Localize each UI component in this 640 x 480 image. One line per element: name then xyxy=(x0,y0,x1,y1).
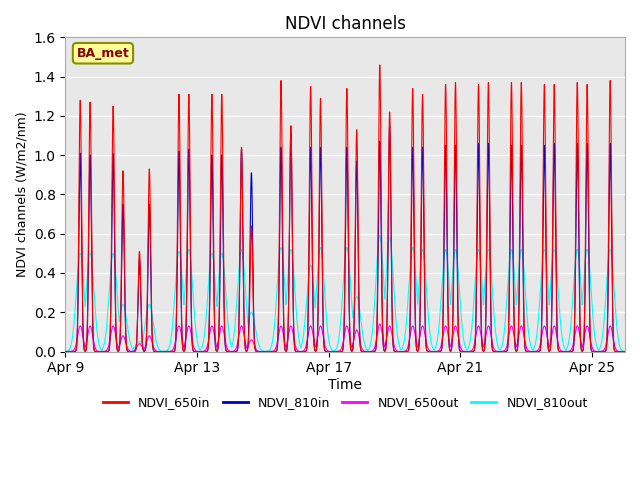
NDVI_810in xyxy=(61,348,69,354)
NDVI_810out xyxy=(530,347,538,352)
NDVI_810out xyxy=(424,298,431,303)
NDVI_650in xyxy=(376,62,383,68)
NDVI_650out xyxy=(521,339,529,345)
NDVI_810in xyxy=(386,123,394,129)
NDVI_650out xyxy=(61,348,69,354)
NDVI_650in xyxy=(61,348,69,354)
NDVI_810out xyxy=(61,348,69,354)
NDVI_810out xyxy=(376,233,383,239)
Line: NDVI_650out: NDVI_650out xyxy=(65,324,625,351)
NDVI_810out xyxy=(189,288,196,294)
NDVI_810out xyxy=(116,311,124,316)
Legend: NDVI_650in, NDVI_810in, NDVI_650out, NDVI_810out: NDVI_650in, NDVI_810in, NDVI_650out, NDV… xyxy=(98,391,593,414)
Line: NDVI_810out: NDVI_810out xyxy=(65,236,625,351)
NDVI_650out xyxy=(376,321,383,327)
NDVI_650in xyxy=(262,348,270,354)
NDVI_810in xyxy=(143,324,150,330)
Title: NDVI channels: NDVI channels xyxy=(285,15,406,33)
X-axis label: Time: Time xyxy=(328,378,362,392)
NDVI_650in xyxy=(521,343,529,349)
Text: BA_met: BA_met xyxy=(77,47,129,60)
NDVI_650in xyxy=(189,346,196,352)
NDVI_810out xyxy=(621,348,629,354)
NDVI_650in xyxy=(621,348,629,354)
Line: NDVI_810in: NDVI_810in xyxy=(65,126,625,351)
NDVI_650out xyxy=(143,338,150,344)
NDVI_810in xyxy=(529,348,537,354)
NDVI_810in xyxy=(423,348,431,354)
NDVI_650out xyxy=(621,348,629,354)
NDVI_650out xyxy=(530,348,538,354)
NDVI_650out xyxy=(262,348,270,354)
NDVI_810in xyxy=(189,347,196,352)
NDVI_810in xyxy=(621,348,629,354)
Y-axis label: NDVI channels (W/m2/nm): NDVI channels (W/m2/nm) xyxy=(15,112,28,277)
NDVI_650in xyxy=(424,348,431,354)
NDVI_650out xyxy=(116,339,124,345)
NDVI_810out xyxy=(143,310,150,316)
NDVI_650in xyxy=(530,348,538,354)
NDVI_650out xyxy=(189,341,196,347)
NDVI_810in xyxy=(521,344,529,349)
NDVI_810in xyxy=(116,326,124,332)
NDVI_650out xyxy=(424,343,431,349)
NDVI_650in xyxy=(116,322,124,327)
NDVI_810out xyxy=(262,348,269,354)
Line: NDVI_650in: NDVI_650in xyxy=(65,65,625,351)
NDVI_810out xyxy=(521,282,529,288)
NDVI_650in xyxy=(143,318,150,324)
